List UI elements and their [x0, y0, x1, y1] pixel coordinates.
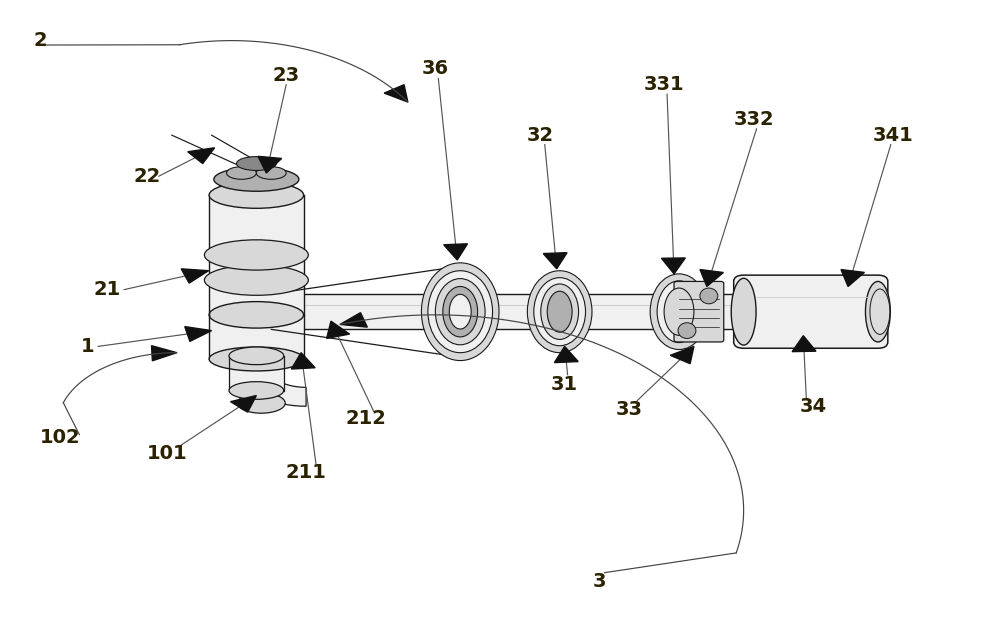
Text: 101: 101 — [147, 444, 187, 463]
Ellipse shape — [236, 156, 276, 170]
Ellipse shape — [650, 274, 708, 350]
Text: 332: 332 — [733, 110, 774, 129]
Text: 212: 212 — [345, 410, 386, 429]
Text: 1: 1 — [80, 337, 94, 356]
Ellipse shape — [731, 279, 756, 345]
Polygon shape — [181, 269, 209, 283]
Ellipse shape — [664, 288, 694, 335]
Polygon shape — [554, 347, 578, 363]
Text: 2: 2 — [34, 31, 47, 50]
FancyBboxPatch shape — [209, 315, 304, 359]
Ellipse shape — [204, 240, 308, 270]
Text: 31: 31 — [551, 375, 578, 394]
Text: 102: 102 — [40, 428, 81, 447]
Polygon shape — [291, 353, 315, 369]
Ellipse shape — [435, 279, 485, 345]
Text: 211: 211 — [286, 463, 327, 482]
FancyBboxPatch shape — [674, 282, 724, 342]
Polygon shape — [340, 313, 367, 327]
Polygon shape — [185, 327, 212, 342]
Polygon shape — [188, 148, 215, 163]
FancyBboxPatch shape — [209, 195, 304, 315]
Ellipse shape — [428, 271, 493, 353]
Polygon shape — [841, 270, 864, 286]
Text: 341: 341 — [872, 126, 913, 144]
Text: 33: 33 — [616, 400, 643, 419]
Polygon shape — [444, 244, 468, 260]
Ellipse shape — [541, 284, 579, 340]
Ellipse shape — [204, 265, 308, 295]
Polygon shape — [700, 270, 723, 286]
Text: 331: 331 — [644, 75, 684, 94]
Ellipse shape — [865, 282, 890, 342]
Ellipse shape — [227, 167, 256, 179]
Ellipse shape — [449, 294, 471, 329]
Polygon shape — [543, 252, 567, 269]
FancyBboxPatch shape — [734, 275, 888, 349]
Polygon shape — [152, 346, 177, 361]
Ellipse shape — [209, 182, 304, 209]
Polygon shape — [271, 294, 744, 329]
Ellipse shape — [214, 167, 299, 191]
Ellipse shape — [229, 347, 284, 364]
Ellipse shape — [237, 393, 285, 413]
Text: 22: 22 — [133, 167, 161, 186]
Ellipse shape — [527, 271, 592, 353]
Text: 3: 3 — [593, 572, 606, 591]
Text: 36: 36 — [422, 60, 449, 78]
Polygon shape — [231, 359, 306, 406]
Text: 34: 34 — [800, 397, 827, 416]
Text: 21: 21 — [94, 280, 121, 299]
Polygon shape — [384, 85, 408, 102]
FancyBboxPatch shape — [229, 356, 284, 391]
Ellipse shape — [209, 301, 304, 328]
Polygon shape — [231, 396, 256, 412]
Polygon shape — [258, 156, 282, 173]
Polygon shape — [327, 321, 350, 338]
Text: 32: 32 — [526, 126, 553, 144]
Polygon shape — [792, 336, 816, 352]
Ellipse shape — [678, 322, 696, 338]
Polygon shape — [661, 258, 685, 274]
Ellipse shape — [421, 263, 499, 361]
Text: 23: 23 — [273, 66, 300, 85]
Ellipse shape — [547, 291, 572, 332]
Ellipse shape — [657, 281, 701, 343]
Ellipse shape — [256, 167, 286, 179]
Ellipse shape — [443, 286, 478, 337]
Ellipse shape — [229, 382, 284, 399]
Ellipse shape — [209, 347, 304, 371]
Ellipse shape — [700, 288, 718, 304]
Ellipse shape — [534, 278, 586, 346]
Ellipse shape — [870, 289, 890, 335]
Polygon shape — [670, 347, 694, 364]
